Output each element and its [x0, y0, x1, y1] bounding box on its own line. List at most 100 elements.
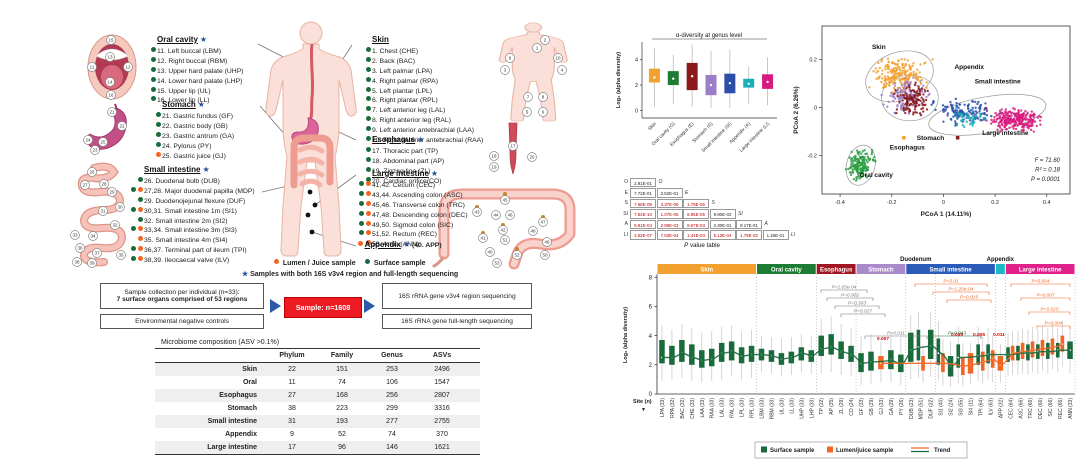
- table-row: Esophagus 27 168 256 2807: [155, 389, 480, 402]
- p-table-row: O 2.91E-01 O: [624, 177, 663, 187]
- svg-text:SIC (66): SIC (66): [1048, 398, 1054, 417]
- svg-text:51: 51: [502, 238, 508, 243]
- svg-text:P=0.025: P=0.025: [1040, 307, 1058, 313]
- site-list-item: 11. Left buccal (LBM): [143, 46, 244, 57]
- site-list-item: 38,39. Ileocaecal valve (ILV): [130, 256, 255, 266]
- table-row: Stomach 38 223 299 3316: [227, 405, 450, 412]
- svg-text:GA (29): GA (29): [889, 398, 895, 416]
- svg-text:Lumen/juice sample: Lumen/juice sample: [836, 448, 894, 454]
- svg-text:P=0.01: P=0.01: [943, 279, 959, 285]
- site-list-item: 49,50. Sigmoid colon (SIC): [358, 220, 468, 231]
- group-header: Oral cavity: [157, 35, 198, 44]
- site-list-item: 20. Cardiac orifice(CO): [358, 176, 444, 187]
- svg-text:RPA (32): RPA (32): [670, 398, 676, 418]
- star-icon: ★: [241, 271, 249, 278]
- site-list-item: 2. Back (BAC): [358, 56, 483, 67]
- flow-box-collection: Sample collection per individual (n=33):…: [100, 283, 264, 309]
- svg-text:14: 14: [107, 80, 113, 85]
- pcoa-plot: -0.4 -0.2 0 0.2 0.4 -0.2 0 0.2 PCoA 1 (14.11%) PC…: [793, 25, 1071, 218]
- svg-text:UHP (33): UHP (33): [799, 398, 805, 419]
- microbiome-composition-table: Microbiome composition (ASV >0.1%) Phylu…: [155, 339, 480, 455]
- svg-text:TPI (64): TPI (64): [978, 398, 984, 416]
- svg-text:APP (32): APP (32): [998, 398, 1004, 419]
- svg-text:CO (24): CO (24): [849, 398, 855, 416]
- group-header: Large intestine: [372, 169, 429, 178]
- site-list-item: 36,37. Terminal part of ileum (TPI): [130, 246, 255, 256]
- site-list-item: 13. Upper hard palate (UHP): [143, 66, 244, 77]
- svg-text:Oral cavity: Oral cavity: [860, 172, 894, 179]
- svg-text:16: 16: [108, 93, 114, 98]
- svg-text:P=0.303: P=0.303: [848, 301, 866, 307]
- svg-text:BAC (32): BAC (32): [680, 398, 686, 419]
- star-note: ★ Samples with both 16S v3v4 region and …: [241, 271, 459, 278]
- svg-text:Small intestine: Small intestine: [929, 268, 972, 274]
- svg-text:10: 10: [555, 56, 561, 61]
- svg-text:19: 19: [491, 165, 497, 170]
- site-list-item: 4. Right palmar (RPA): [358, 76, 483, 87]
- svg-text:CHE (33): CHE (33): [690, 398, 696, 419]
- svg-text:ANN (33): ANN (33): [1068, 398, 1074, 419]
- svg-text:9: 9: [509, 56, 512, 61]
- lumen-legend-label: Lumen / Juice sample: [282, 260, 356, 267]
- star-icon: ★: [202, 165, 210, 174]
- svg-text:41: 41: [480, 236, 486, 241]
- site-list-item: 45,46. Transverse colon (TRC): [358, 200, 468, 211]
- svg-text:8: 8: [542, 95, 545, 100]
- svg-text:GB (29): GB (29): [869, 398, 875, 416]
- anatomy-group-small: Small intestine ★ 26. Duodenal bulb (DUB) 2…: [130, 165, 255, 266]
- site-list-item: 22. Gastric body (GB): [148, 121, 234, 132]
- lumen-dot-icon: [274, 259, 280, 264]
- star-icon: ★: [402, 240, 411, 249]
- anatomy-group-esophagus: Esophagus ★ 17. Thoracic part (TP) 18. Abdo…: [358, 135, 444, 187]
- svg-text:21: 21: [109, 110, 115, 115]
- svg-text:RBM (33): RBM (33): [769, 398, 775, 420]
- p-table-row: E 7.72E-01 2.52E-01 E: [624, 188, 689, 198]
- svg-text:P=1.20e-04: P=1.20e-04: [949, 287, 974, 293]
- svg-text:Stomach: Stomach: [868, 268, 894, 274]
- sample-type-legend: Lumen / Juice sample Surface sample: [190, 259, 510, 267]
- site-list-item: 1. Chest (CHE): [358, 46, 483, 57]
- svg-text:LL (33): LL (33): [789, 398, 795, 414]
- site-list-item: 24. Pylorus (PY): [148, 141, 234, 152]
- group-header: Stomach: [162, 100, 196, 109]
- svg-text:6: 6: [542, 110, 545, 115]
- svg-text:1: 1: [536, 46, 539, 51]
- svg-text:DUB (23): DUB (23): [909, 398, 915, 419]
- svg-text:49: 49: [544, 240, 550, 245]
- flow-arrow-icon: [270, 299, 281, 313]
- p-table-row: A 5.91E-04 2.99E-03 9.67E-03 2.30E-01 9.17E-0…: [624, 219, 768, 229]
- svg-text:48: 48: [530, 229, 536, 234]
- svg-text:▼: ▼: [641, 407, 646, 413]
- svg-text:REC (66): REC (66): [1058, 398, 1064, 419]
- large-intestine-illustration: 45 43 44 46 47 42 48 41 51 49 40 52 50 53: [432, 188, 576, 270]
- site-list-item: 51,52. Rectum (REC): [358, 230, 468, 240]
- svg-text:33: 33: [72, 233, 78, 238]
- svg-text:Skin: Skin: [647, 121, 658, 132]
- svg-text:Small intestine (SI): Small intestine (SI): [701, 121, 734, 154]
- svg-text:37: 37: [94, 251, 100, 256]
- site-list-item: 25. Gastric juice (GJ): [148, 151, 234, 162]
- site-list-item: 10. Right anterior antebrachial (RAA): [358, 136, 483, 146]
- site-list-item: 18. Abdominal part (AP): [358, 156, 444, 167]
- svg-text:23: 23: [92, 148, 98, 153]
- svg-text:17: 17: [510, 144, 516, 149]
- svg-text:Large intestine: Large intestine: [982, 130, 1029, 137]
- svg-text:36: 36: [77, 246, 83, 251]
- oral-cavity-illustration: 15 13 11 12 14 16: [87, 34, 137, 100]
- svg-text:AP (25): AP (25): [829, 398, 835, 415]
- surface-dot-icon: [365, 259, 371, 264]
- table-row: Oral 11 74 106 1547: [242, 379, 450, 386]
- site-list-item: 8. Right anterior leg (RAL): [358, 116, 483, 126]
- site-list-item: 26. Duodenal bulb (DUB): [130, 176, 255, 187]
- svg-text:Site (n): Site (n): [633, 399, 652, 405]
- svg-text:LPL (33): LPL (33): [740, 398, 746, 417]
- svg-text:PY (26): PY (26): [899, 398, 905, 415]
- star-icon: ★: [199, 35, 208, 44]
- site-list-item: 41,42. Cecum (CEC): [358, 180, 468, 191]
- svg-text:34: 34: [90, 234, 96, 239]
- svg-text:2: 2: [635, 83, 638, 89]
- svg-text:P=0.004: P=0.004: [1044, 321, 1062, 327]
- svg-text:Large intestine: Large intestine: [1019, 268, 1062, 274]
